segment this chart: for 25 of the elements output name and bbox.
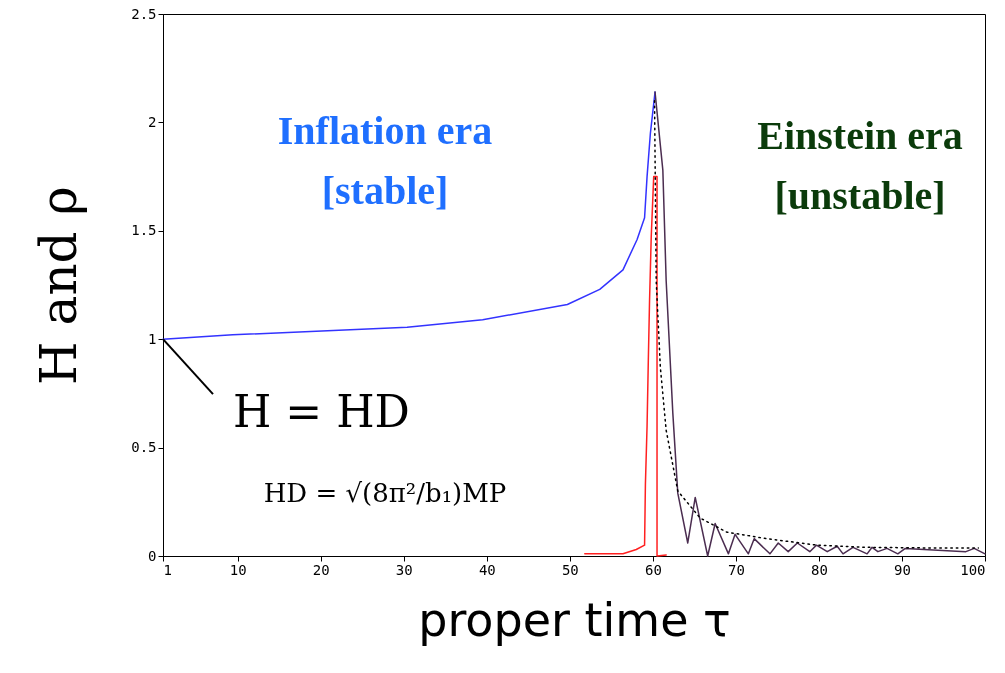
x-tick-label: 20 (312, 561, 330, 578)
x-tick-label: 60 (644, 561, 662, 578)
x-tick-label: 100 (960, 561, 986, 578)
y-tick-label: 2.5 (131, 5, 157, 22)
annotation: Inflation era [stable] (277, 108, 493, 213)
y-tick-label: 1.5 (131, 222, 157, 239)
line-series (584, 175, 667, 557)
x-tick-label: 30 (395, 561, 413, 578)
y-tick-label: 0.5 (131, 439, 157, 456)
y-tick-label: 0 (148, 547, 157, 564)
y-tick-label: 1 (148, 330, 157, 347)
x-tick-label: 1 (163, 561, 172, 578)
x-tick-label: 40 (478, 561, 496, 578)
annotation: Einstein era [unstable] (757, 113, 963, 218)
x-tick-label: 70 (727, 561, 745, 578)
x-axis-title: proper time τ (418, 592, 731, 647)
x-tick-label: 80 (811, 561, 828, 578)
x-tick-label: 90 (894, 561, 911, 578)
y-tick-label: 2 (148, 113, 157, 130)
x-tick-label: 50 (561, 561, 579, 578)
line-series (162, 91, 656, 340)
annotation: H = HD (233, 386, 410, 438)
y-axis-title: H and ρ (30, 186, 89, 385)
x-tick-label: 10 (229, 561, 247, 578)
annotation: HD = √(8π²/b₁)MP (263, 478, 507, 508)
